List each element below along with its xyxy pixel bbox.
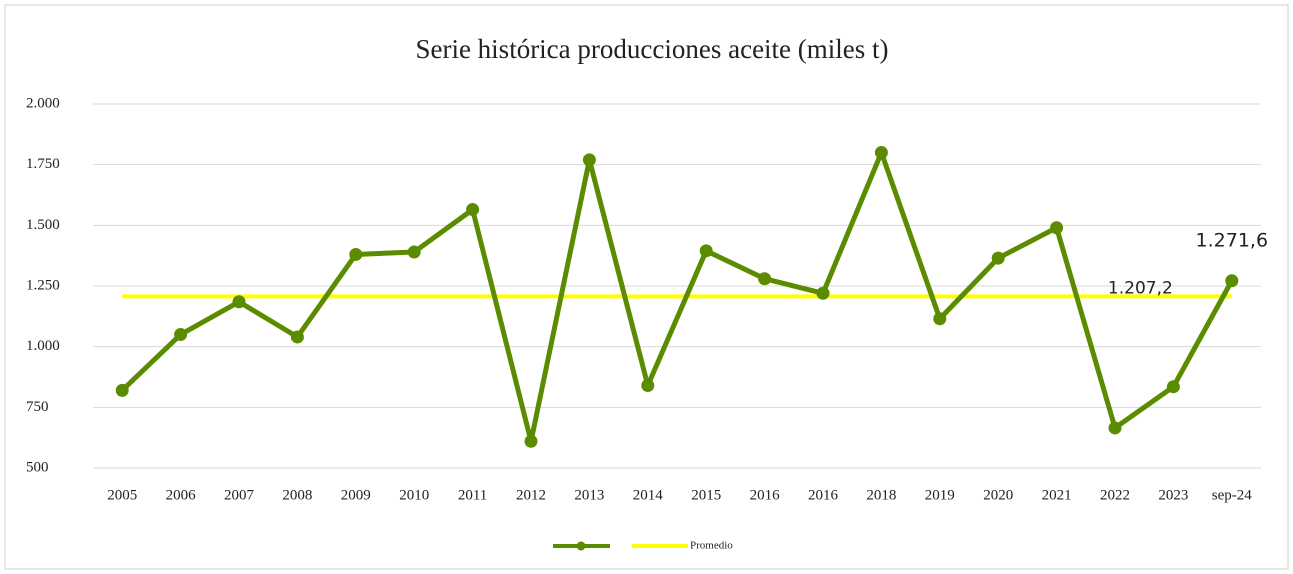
y-tick-label: 2.000 <box>26 95 60 111</box>
series-marker <box>1225 274 1239 288</box>
series-marker <box>407 245 421 259</box>
x-tick-label: 2012 <box>516 487 546 503</box>
series-marker <box>1166 380 1180 394</box>
x-tick-label: 2022 <box>1100 487 1130 503</box>
series-marker <box>466 203 480 217</box>
legend-label: Promedio <box>690 540 733 552</box>
data-label: 1.271,6 <box>1196 229 1269 251</box>
x-tick-label: 2016 <box>808 487 839 503</box>
x-tick-label: 2006 <box>166 487 197 503</box>
x-tick-label: 2018 <box>866 487 896 503</box>
series-marker <box>699 244 713 258</box>
legend-marker <box>576 541 586 551</box>
series-marker <box>758 272 772 286</box>
series-marker <box>991 251 1005 265</box>
chart-border <box>4 4 1289 570</box>
y-tick-label: 1.500 <box>26 217 60 233</box>
y-tick-label: 500 <box>26 459 49 475</box>
y-tick-label: 1.750 <box>26 156 60 172</box>
x-tick-label: 2009 <box>341 487 371 503</box>
x-tick-label: 2019 <box>925 487 955 503</box>
x-tick-label: 2023 <box>1158 487 1188 503</box>
data-label: 1.207,2 <box>1108 278 1173 298</box>
series-marker <box>174 328 188 342</box>
series-marker <box>1108 421 1122 435</box>
x-tick-label: 2007 <box>224 487 255 503</box>
series-marker <box>816 286 830 300</box>
series-marker <box>1050 221 1064 235</box>
x-tick-label: 2013 <box>574 487 604 503</box>
x-tick-label: 2020 <box>983 487 1013 503</box>
x-tick-label: 2010 <box>399 487 429 503</box>
series-marker <box>349 247 363 261</box>
x-tick-label: 2021 <box>1042 487 1072 503</box>
x-tick-label: 2011 <box>458 487 487 503</box>
series-marker <box>641 378 655 392</box>
series-line <box>120 150 1234 444</box>
series-marker <box>290 330 304 344</box>
x-tick-label: 2016 <box>750 487 781 503</box>
x-tick-label: 2014 <box>633 487 664 503</box>
series-marker <box>524 434 538 448</box>
y-tick-label: 1.000 <box>26 338 60 354</box>
series-marker <box>115 383 129 397</box>
x-tick-label: 2008 <box>282 487 312 503</box>
x-tick-label: 2005 <box>107 487 137 503</box>
series-marker <box>874 146 888 160</box>
x-tick-label: sep-24 <box>1212 487 1252 503</box>
series-marker <box>232 295 246 309</box>
y-tick-label: 1.250 <box>26 277 60 293</box>
series-marker <box>933 312 947 326</box>
chart-title: Serie histórica producciones aceite (mil… <box>415 34 888 64</box>
y-tick-label: 750 <box>26 399 49 415</box>
x-tick-label: 2015 <box>691 487 721 503</box>
series-marker <box>582 153 596 167</box>
